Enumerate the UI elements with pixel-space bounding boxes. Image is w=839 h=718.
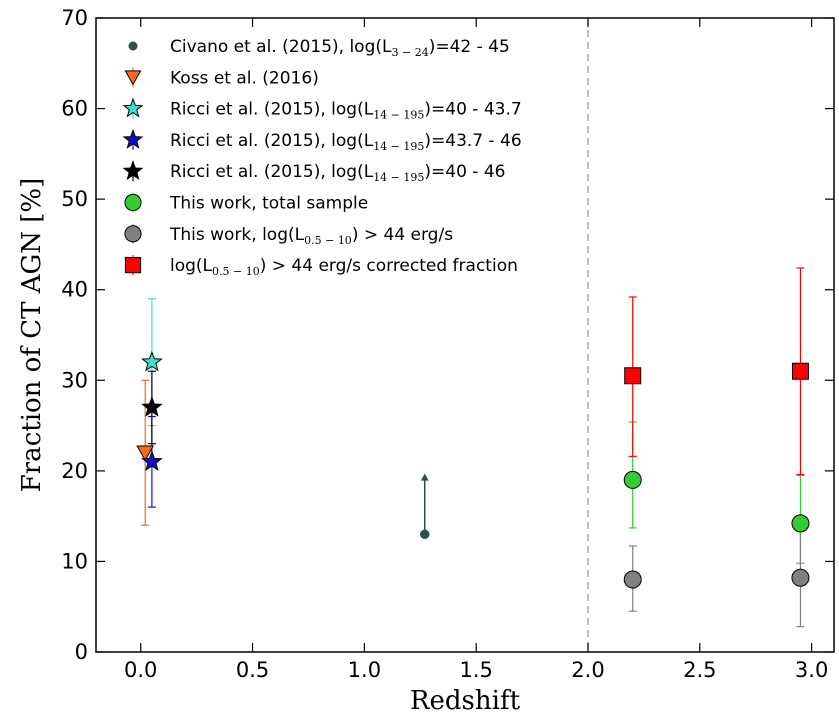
legend-entry: Ricci et al. (2015), log(L14 − 195)=40 -… [122, 97, 522, 122]
legend-label-suffix: )=40 - 46 [424, 162, 505, 182]
legend-label: Ricci et al. (2015), log(L14 − 195)=40 -… [170, 100, 522, 122]
data-point-series-4-point-0 [141, 396, 163, 417]
y-tick-label: 50 [61, 187, 88, 211]
x-tick-label: 3.0 [795, 658, 828, 682]
data-point-series-7-point-1 [791, 362, 809, 380]
y-tick-label: 70 [61, 6, 88, 30]
legend-label: Ricci et al. (2015), log(L14 − 195)=40 -… [170, 162, 505, 184]
legend-label-subscript: 14 − 195 [373, 140, 424, 153]
legend-label-text: Koss et al. (2016) [170, 68, 319, 88]
y-tick-label: 30 [61, 368, 88, 392]
x-tick-label: 1.5 [459, 658, 492, 682]
legend: Civano et al. (2015), log(L3 − 24)=42 - … [122, 37, 522, 278]
data-point-series-3-point-0 [141, 450, 163, 472]
legend-entry: Koss et al. (2016) [124, 67, 319, 88]
data-point-series-2-point-0 [141, 350, 163, 372]
legend-entry: This work, log(L0.5 − 10) > 44 erg/s [124, 223, 453, 247]
legend-label: Civano et al. (2015), log(L3 − 24)=42 - … [170, 37, 510, 59]
legend-label-suffix: )=40 - 43.7 [424, 100, 521, 120]
y-tick-label: 60 [61, 97, 88, 121]
legend-label-text: Ricci et al. (2015), log(L [170, 162, 374, 182]
legend-marker [124, 225, 142, 243]
data-point-series-0-point-0 [419, 529, 430, 540]
legend-marker [124, 257, 142, 274]
data-point-series-5-point-0 [623, 470, 642, 489]
legend-marker [122, 128, 144, 149]
legend-entry: This work, total sample [124, 192, 368, 214]
y-tick-label: 20 [61, 459, 88, 483]
legend-label-suffix: ) > 44 erg/s corrected fraction [260, 256, 518, 276]
data-point-series-7-point-0 [624, 367, 642, 385]
legend-label-subscript: 3 − 24 [391, 46, 428, 59]
data-point-series-1-point-0 [136, 445, 155, 462]
y-tick-label: 0 [75, 640, 88, 664]
legend-label-suffix: )=42 - 45 [429, 37, 510, 57]
legend-label-suffix: ) > 44 erg/s [352, 225, 453, 245]
legend-entry: Civano et al. (2015), log(L3 − 24)=42 - … [128, 37, 510, 59]
legend-label-text: This work, log(L [169, 225, 305, 245]
legend-marker [122, 160, 144, 181]
legend-label-subscript: 0.5 − 10 [212, 265, 260, 278]
legend-label-text: Ricci et al. (2015), log(L [170, 100, 374, 120]
legend-entry: Ricci et al. (2015), log(L14 − 195)=40 -… [122, 160, 505, 184]
legend-label-subscript: 14 − 195 [373, 171, 424, 184]
x-tick-label: 2.5 [683, 658, 716, 682]
legend-label-text: This work, total sample [169, 194, 368, 214]
legend-marker [122, 97, 144, 118]
y-tick-label: 40 [61, 278, 88, 302]
legend-entry: Ricci et al. (2015), log(L14 − 195)=43.7… [122, 128, 522, 153]
x-axis-title: Redshift [410, 686, 521, 716]
legend-entry: log(L0.5 − 10) > 44 erg/s corrected frac… [124, 255, 518, 278]
data-point-series-5-point-1 [791, 514, 810, 533]
limit-arrow-head [420, 473, 429, 481]
legend-label-suffix: )=43.7 - 46 [424, 131, 521, 151]
data-point-series-6-point-0 [623, 570, 642, 589]
x-tick-label: 1.0 [348, 658, 381, 682]
legend-label-text: log(L [170, 256, 213, 276]
y-axis-title: Fraction of CT AGN [%] [17, 178, 47, 493]
legend-marker [124, 193, 142, 212]
x-tick-label: 0.5 [236, 658, 269, 682]
legend-marker [124, 70, 142, 86]
legend-label-subscript: 0.5 − 10 [304, 234, 352, 247]
legend-label-text: Civano et al. (2015), log(L [170, 37, 392, 57]
plot-area [95, 17, 835, 653]
y-tick-label: 10 [61, 549, 88, 573]
legend-marker [128, 41, 138, 51]
x-tick-label: 0.0 [124, 658, 157, 682]
legend-label-text: Ricci et al. (2015), log(L [170, 131, 374, 151]
legend-label-subscript: 14 − 195 [373, 109, 424, 122]
legend-label: This work, total sample [169, 194, 368, 214]
legend-label: This work, log(L0.5 − 10) > 44 erg/s [169, 225, 453, 247]
legend-label: Koss et al. (2016) [170, 68, 319, 88]
x-tick-label: 2.0 [571, 658, 604, 682]
data-point-series-6-point-1 [791, 568, 810, 587]
legend-label: log(L0.5 − 10) > 44 erg/s corrected frac… [170, 256, 518, 278]
legend-label: Ricci et al. (2015), log(L14 − 195)=43.7… [170, 131, 522, 153]
